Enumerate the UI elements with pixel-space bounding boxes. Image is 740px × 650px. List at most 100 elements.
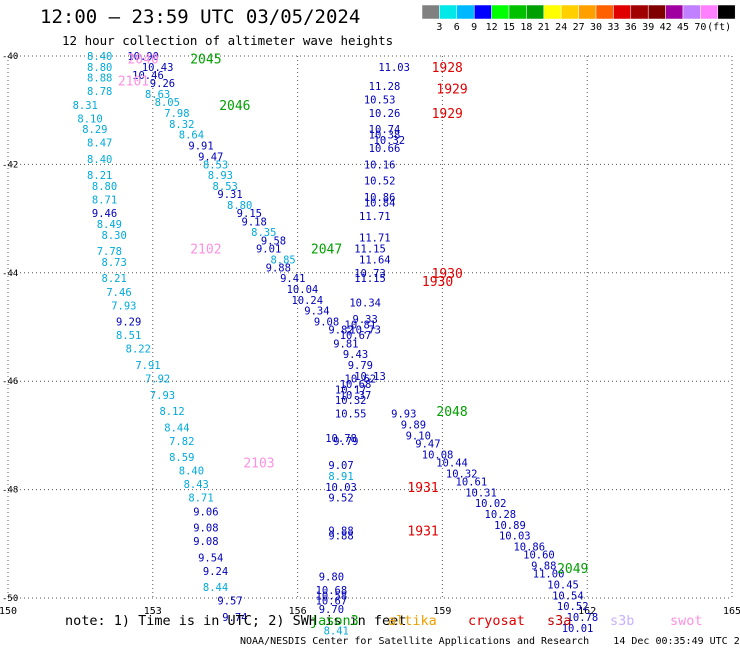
swh-value-label: 8.47 — [87, 138, 112, 150]
colorbar-swatch — [473, 4, 492, 20]
swh-value-label: 10.13 — [354, 371, 386, 383]
pass-time-label: 2048 — [436, 405, 467, 420]
swh-value-label: 9.18 — [242, 216, 267, 228]
note-text: note: 1) Time is in UTC; 2) SWH is in fe… — [65, 613, 407, 629]
swh-value-label: 7.93 — [150, 390, 175, 402]
colorbar-swatch — [439, 4, 458, 20]
swh-value-label: 9.70 — [319, 604, 344, 616]
x-tick-label: 150 — [0, 606, 17, 617]
swh-value-label: 7.78 — [97, 246, 122, 258]
swh-value-label: 9.54 — [198, 552, 223, 564]
swh-value-label: 10.86 — [364, 192, 396, 204]
swh-value-label: 10.68 — [340, 379, 372, 391]
colorbar-tick-label: 27 — [573, 22, 585, 33]
swh-value-label: 9.88 — [531, 560, 556, 572]
swh-value-label: 10.43 — [142, 62, 174, 74]
swh-value-label: 11.15 — [354, 243, 386, 255]
swh-value-label: 7.91 — [135, 360, 160, 372]
chart-axes: 150 153 156 159 162 165 -40 -42 -44 -46 -48 -50 — [0, 52, 740, 617]
colorbar-tick-label: 42 — [660, 22, 672, 33]
swh-value-label: 9.80 — [319, 571, 344, 583]
colorbar-swatch — [526, 4, 545, 20]
swh-value-label: 8.44 — [164, 422, 189, 434]
colorbar-tick-label: 12 — [486, 22, 498, 33]
swh-value-label: 10.24 — [291, 295, 323, 307]
swh-value-label: 9.10 — [406, 430, 431, 442]
swh-value-label: 9.91 — [188, 140, 213, 152]
swh-value-label: 9.58 — [261, 235, 286, 247]
colorbar-tick-label: 33 — [607, 22, 619, 33]
page-title: 12:00 – 23:59 UTC 03/05/2024 — [40, 6, 361, 28]
swh-value-label: 10.45 — [547, 579, 579, 591]
swh-value-label: 9.01 — [256, 243, 281, 255]
swh-value-label: 10.53 — [364, 94, 396, 106]
swh-value-label: 7.82 — [169, 436, 194, 448]
pass-time-label: 2045 — [190, 53, 221, 68]
pass-time-label: 2101 — [118, 74, 149, 89]
y-tick-label: -48 — [2, 486, 18, 496]
swh-value-label: 8.44 — [203, 582, 228, 594]
legend-item-altika: altika — [388, 613, 437, 629]
swh-value-label: 7.46 — [106, 287, 131, 299]
swh-value-label: 8.41 — [324, 626, 349, 638]
swh-value-label: 11.71 — [359, 233, 391, 245]
swh-value-label: 8.22 — [126, 344, 151, 356]
swh-value-label: 9.88 — [328, 525, 353, 537]
swh-value-label: 10.66 — [369, 143, 401, 155]
swh-value-label: 8.49 — [97, 219, 122, 231]
swh-value-label: 9.79 — [333, 436, 358, 448]
swh-value-label: 10.01 — [562, 623, 594, 635]
legend-item-cryosat: cryosat — [468, 613, 525, 629]
swh-value-label: 8.12 — [159, 406, 184, 418]
swh-value-label: 10.02 — [475, 498, 507, 510]
y-tick-label: -44 — [2, 269, 18, 279]
swh-value-label: 8.91 — [328, 471, 353, 483]
swh-value-label: 9.43 — [343, 349, 368, 361]
swh-value-label: 10.03 — [325, 482, 357, 494]
colorbar-tick-label: 45 — [677, 22, 689, 33]
swh-value-label: 9.81 — [333, 338, 358, 350]
swh-value-label: 11.71 — [359, 211, 391, 223]
swh-value-label: 9.46 — [92, 208, 117, 220]
swh-value-label: 10.54 — [552, 590, 584, 602]
colorbar-tick-label: 36 — [625, 22, 637, 33]
colorbar-swatch — [647, 4, 666, 20]
swh-value-label: 9.06 — [193, 506, 218, 518]
swh-value-label: 8.40 — [179, 466, 204, 478]
swh-value-label: 10.67 — [340, 330, 372, 342]
swh-value-label: 10.38 — [369, 130, 401, 142]
pass-time-label: 1928 — [432, 61, 463, 76]
swh-value-label: 10.08 — [422, 449, 454, 461]
swh-value-label: 8.59 — [169, 452, 194, 464]
swh-value-label: 8.51 — [116, 330, 141, 342]
swh-value-label: 8.21 — [87, 170, 112, 182]
pass-time-label: 1930 — [422, 275, 453, 290]
colorbar-swatch — [456, 4, 475, 20]
swh-value-label: 11.28 — [369, 81, 401, 93]
x-tick-label: 159 — [433, 606, 451, 617]
swh-value-label: 10.17 — [335, 384, 367, 396]
colorbar-swatch — [700, 4, 719, 20]
swh-value-label: 7.93 — [111, 300, 136, 312]
legend-item-s3b: s3b — [610, 613, 635, 629]
colorbar-swatch — [578, 4, 597, 20]
swh-value-label: 9.88 — [328, 531, 353, 543]
swh-value-label: 9.93 — [391, 409, 416, 421]
chart-grid — [7, 55, 733, 599]
swh-value-label: 9.07 — [328, 460, 353, 472]
swh-value-label: 10.32 — [335, 395, 367, 407]
swh-value-label: 9.24 — [203, 566, 228, 578]
colorbar-swatch — [560, 4, 579, 20]
swh-value-label: 10.90 — [127, 51, 159, 63]
pass-time-label: 1929 — [432, 107, 463, 122]
swh-value-label: 8.85 — [270, 254, 295, 266]
swh-value-label: 8.71 — [92, 195, 117, 207]
swh-value-label: 10.55 — [335, 409, 367, 421]
swh-value-label: 8.21 — [102, 273, 127, 285]
swh-value-label: 10.74 — [369, 124, 401, 136]
swh-value-label: 10.32 — [374, 135, 406, 147]
legend-item-swot: swot — [670, 613, 703, 629]
colorbar-tick-label: 15 — [503, 22, 515, 33]
swh-value-label: 11.00 — [533, 569, 565, 581]
swh-value-label: 10.32 — [446, 468, 478, 480]
